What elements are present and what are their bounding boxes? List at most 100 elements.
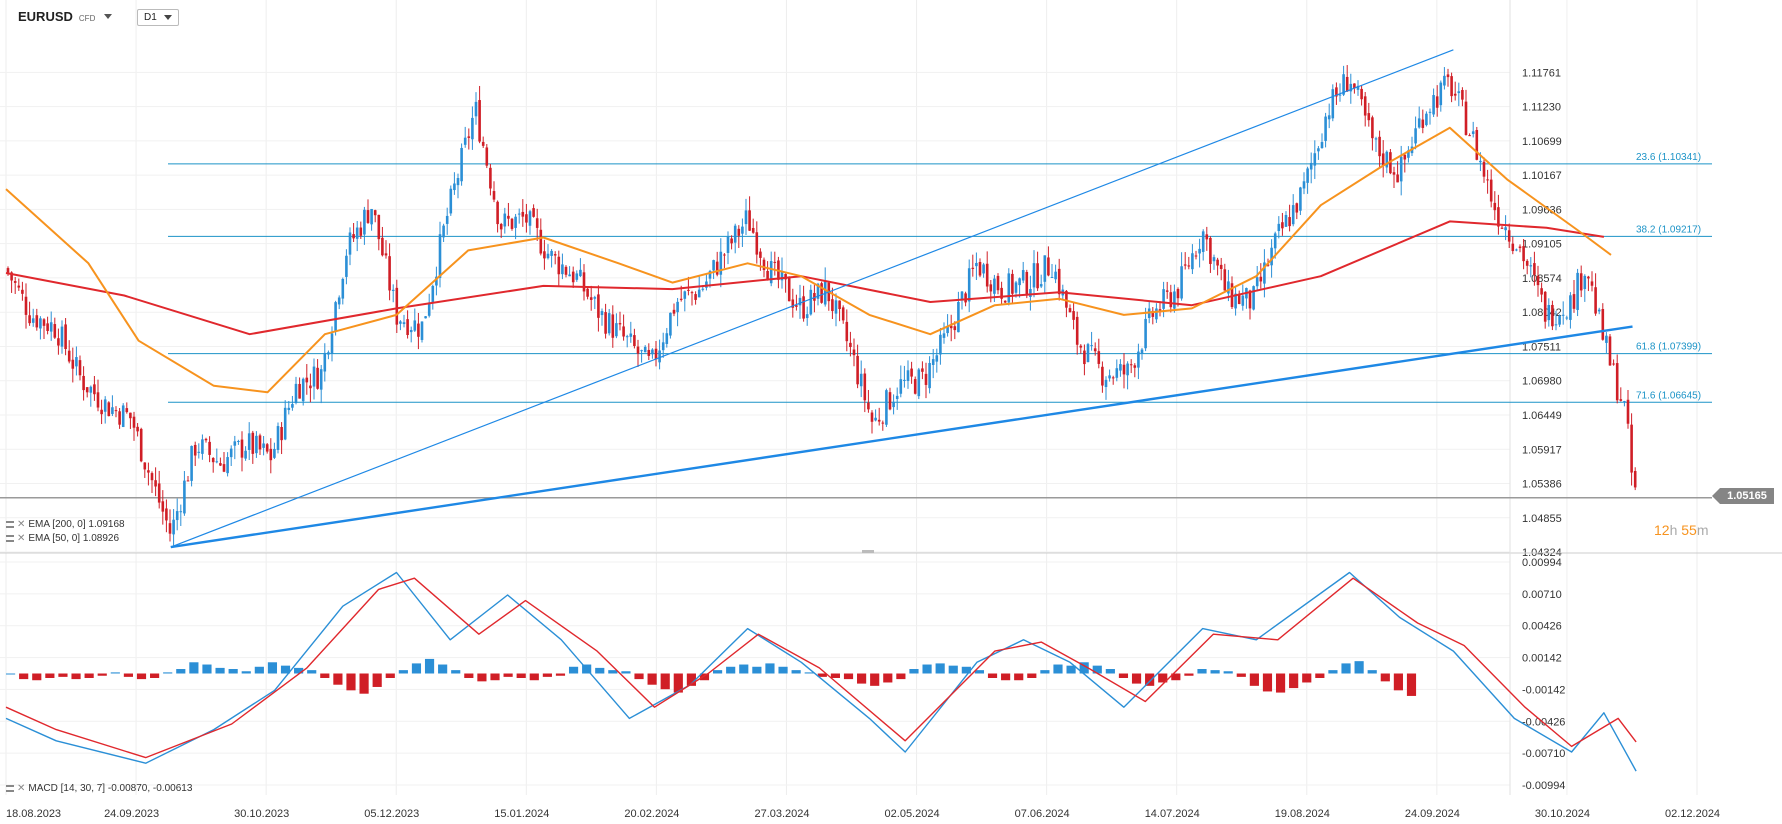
- candle-body: [1587, 276, 1590, 279]
- candle-body: [190, 445, 193, 481]
- candle-body: [852, 349, 856, 356]
- candle-body: [820, 283, 823, 303]
- timer-minutes-unit: m: [1696, 522, 1709, 538]
- candle-body: [478, 100, 481, 142]
- candle-body: [49, 322, 53, 332]
- candle-body: [1129, 364, 1133, 366]
- candle-body: [489, 167, 492, 189]
- candle-body: [1479, 160, 1482, 163]
- candle-body: [1306, 168, 1309, 183]
- candle-body: [967, 268, 971, 302]
- candle-body: [1461, 90, 1464, 100]
- macd-histogram-bar: [254, 666, 264, 674]
- candle-body: [60, 326, 64, 347]
- candle-body: [636, 346, 640, 354]
- candle-body: [316, 367, 319, 389]
- ema50-line[interactable]: [5, 126, 1612, 394]
- x-tick-label: 02.05.2024: [885, 808, 940, 820]
- x-tick-label: 24.09.2024: [1405, 808, 1460, 820]
- macd-histogram-bar: [45, 673, 55, 678]
- close-icon[interactable]: ✕: [17, 783, 26, 794]
- candle-body: [319, 369, 323, 390]
- candle-body: [982, 264, 985, 274]
- candle-body: [409, 329, 413, 333]
- macd-histogram-bar: [1354, 661, 1364, 674]
- close-icon[interactable]: ✕: [17, 519, 26, 530]
- candle-body: [334, 302, 337, 331]
- candle-body: [535, 218, 539, 228]
- candle-body: [17, 285, 21, 288]
- candle-body: [1576, 272, 1579, 310]
- candle-body: [705, 281, 708, 288]
- candle-body: [100, 409, 103, 415]
- candle-body: [859, 373, 863, 387]
- candle-body: [622, 326, 625, 337]
- macd-line[interactable]: [5, 571, 1637, 772]
- candle-body: [1533, 263, 1536, 275]
- candle-body: [1515, 249, 1518, 251]
- candle-body: [604, 312, 607, 334]
- candle-body: [546, 253, 550, 259]
- candle-body: [121, 405, 125, 428]
- candle-body: [917, 369, 921, 397]
- ema200-line[interactable]: [5, 220, 1605, 336]
- macd-histogram-bar: [84, 673, 94, 678]
- trendline[interactable]: [170, 49, 1454, 548]
- macd-histogram-bar: [1289, 673, 1299, 689]
- candle-body: [1407, 150, 1410, 158]
- candle-body: [384, 253, 388, 256]
- macd-histogram-bar: [451, 670, 461, 674]
- chevron-down-icon[interactable]: [104, 14, 113, 19]
- settings-icon[interactable]: [6, 535, 14, 542]
- macd-histogram-bar: [1406, 673, 1417, 696]
- timer-hours: 12: [1654, 522, 1670, 538]
- candle-body: [888, 392, 892, 410]
- candle-body: [1173, 291, 1176, 309]
- macd-histogram-bar: [372, 673, 382, 687]
- close-icon[interactable]: ✕: [17, 533, 26, 544]
- settings-icon[interactable]: [6, 785, 14, 792]
- pane-resize-handle[interactable]: [862, 550, 874, 553]
- macd-histogram-bar: [163, 672, 173, 674]
- candle-body: [723, 254, 726, 256]
- x-tick-label: 05.12.2023: [364, 808, 419, 820]
- macd-histogram-bar: [1171, 673, 1181, 681]
- x-tick-label: 20.02.2024: [624, 808, 679, 820]
- candle-body: [856, 355, 859, 385]
- timeframe-select[interactable]: D1: [137, 9, 179, 26]
- candle-body: [1104, 379, 1108, 388]
- candle-body: [1507, 230, 1511, 242]
- signal-line[interactable]: [5, 577, 1637, 759]
- candle-body: [1151, 310, 1155, 317]
- settings-icon[interactable]: [6, 521, 14, 528]
- candle-body: [1471, 131, 1475, 134]
- symbol-header[interactable]: EURUSD CFD: [18, 9, 113, 24]
- macd-histogram-bar: [280, 665, 291, 674]
- fib-level-label: 61.8 (1.07399): [1636, 342, 1701, 353]
- macd-histogram-bar: [1001, 673, 1011, 681]
- macd-histogram-bar: [621, 671, 631, 674]
- candle-body: [1360, 88, 1363, 100]
- macd-histogram-bar: [1145, 673, 1155, 686]
- macd-y-tick-label: 0.00142: [1522, 653, 1562, 665]
- macd-histogram-bar: [608, 670, 618, 674]
- macd-y-tick-label: -0.00142: [1522, 684, 1565, 696]
- candle-body: [1014, 282, 1018, 293]
- candle-body: [1313, 153, 1317, 166]
- trendline[interactable]: [170, 325, 1633, 549]
- candle-body: [697, 289, 701, 298]
- candle-body: [993, 278, 996, 294]
- candle-body: [625, 336, 629, 338]
- macd-histogram-bar: [922, 664, 932, 674]
- candle-body: [42, 319, 46, 326]
- macd-histogram-bar: [1079, 662, 1089, 674]
- candle-body: [1561, 314, 1565, 316]
- candle-body: [539, 229, 543, 254]
- candle-body: [136, 426, 139, 432]
- macd-histogram-bar: [739, 664, 749, 674]
- candle-body: [593, 297, 597, 299]
- macd-histogram-bar: [1249, 673, 1259, 686]
- x-tick-label: 07.06.2024: [1015, 808, 1070, 820]
- candle-body: [280, 427, 283, 441]
